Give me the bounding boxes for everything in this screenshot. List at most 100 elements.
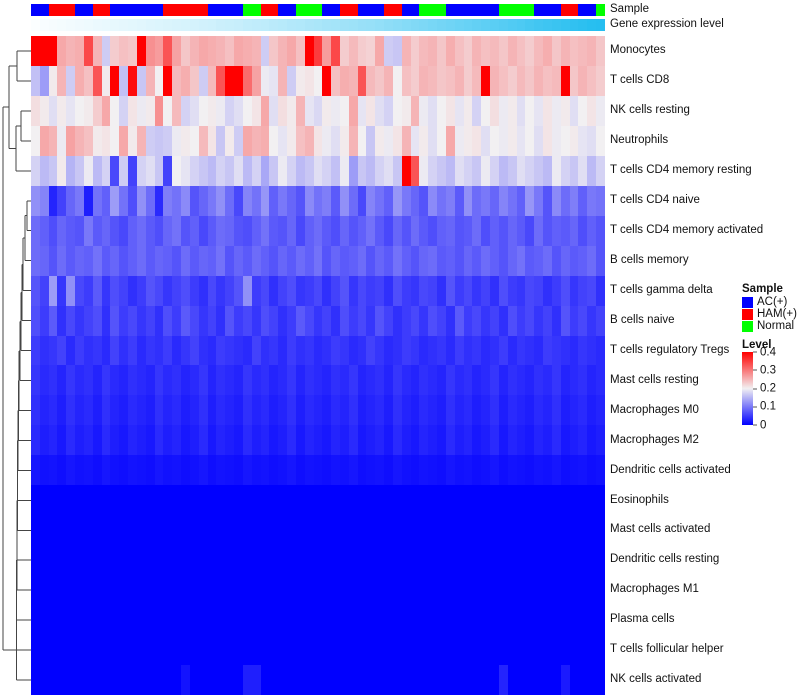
sample-annotation-cell xyxy=(163,4,173,16)
heatmap-cell xyxy=(481,515,491,546)
heatmap-cell xyxy=(410,65,420,96)
sample-annotation-cell xyxy=(119,4,129,16)
heatmap-cell xyxy=(119,335,129,366)
heatmap-cell xyxy=(419,155,429,186)
heatmap-cell xyxy=(525,275,535,306)
heatmap-cell xyxy=(242,335,252,366)
heatmap-cell xyxy=(375,455,385,486)
heatmap-cell xyxy=(551,665,561,695)
heatmap-cell xyxy=(454,305,464,336)
heatmap-cell xyxy=(128,305,137,336)
heatmap-cell xyxy=(110,36,120,66)
heatmap-cell xyxy=(375,485,385,516)
heatmap-cell xyxy=(516,425,526,456)
heatmap-cell xyxy=(331,605,340,636)
heatmap-cell xyxy=(154,36,164,66)
heatmap-cell xyxy=(83,185,93,216)
heatmap-cell xyxy=(57,215,67,246)
sample-annotation-cell xyxy=(242,4,252,16)
heatmap-row xyxy=(31,575,605,606)
heatmap-cell xyxy=(481,455,491,486)
heatmap-cell xyxy=(525,545,535,576)
heatmap-cell xyxy=(287,605,296,636)
heatmap-cell xyxy=(348,605,358,636)
heatmap-cell xyxy=(57,515,67,546)
heatmap-cell xyxy=(234,335,243,366)
heatmap-cell xyxy=(75,365,84,396)
heatmap-cell xyxy=(331,275,340,306)
heatmap-cell xyxy=(543,545,552,576)
heatmap-cell xyxy=(110,605,120,636)
heatmap-cell xyxy=(189,36,199,66)
heatmap-cell xyxy=(145,245,155,276)
heatmap-cell xyxy=(437,365,446,396)
heatmap-cell xyxy=(348,155,358,186)
heatmap-cell xyxy=(154,65,164,96)
heatmap-cell xyxy=(437,185,446,216)
heatmap-row xyxy=(31,515,605,546)
heatmap-row xyxy=(31,395,605,426)
heatmap-cell xyxy=(101,605,111,636)
heatmap-cell xyxy=(295,545,305,576)
heatmap-cell xyxy=(366,605,376,636)
heatmap-cell xyxy=(269,335,279,366)
heatmap-cell xyxy=(39,275,49,306)
heatmap-cell xyxy=(136,95,146,126)
heatmap-cell xyxy=(339,545,349,576)
heatmap-cell xyxy=(331,425,340,456)
heatmap-cell xyxy=(242,455,252,486)
heatmap-cell xyxy=(543,335,552,366)
heatmap-cell xyxy=(348,185,358,216)
heatmap-cell xyxy=(39,545,49,576)
heatmap-cell xyxy=(92,185,102,216)
heatmap-cell xyxy=(560,575,570,606)
heatmap-cell xyxy=(75,545,84,576)
heatmap-cell xyxy=(216,245,226,276)
heatmap-cell xyxy=(578,125,588,156)
heatmap-cell xyxy=(313,425,323,456)
heatmap-cell xyxy=(551,575,561,606)
sample-annotation-cell xyxy=(348,4,358,16)
heatmap-cell xyxy=(101,215,111,246)
heatmap-cell xyxy=(534,605,544,636)
heatmap-cell xyxy=(39,425,49,456)
heatmap-cell xyxy=(596,545,605,576)
heatmap-cell xyxy=(490,605,499,636)
heatmap-cell xyxy=(295,245,305,276)
heatmap-cell xyxy=(278,455,288,486)
gene-expression-cell xyxy=(596,19,605,31)
heatmap-cell xyxy=(39,185,49,216)
heatmap-cell xyxy=(110,125,120,156)
heatmap-cell xyxy=(278,395,288,426)
heatmap-cell xyxy=(31,515,40,546)
heatmap-cell xyxy=(401,155,411,186)
heatmap-cell xyxy=(419,305,429,336)
heatmap-cell xyxy=(410,455,420,486)
heatmap-cell xyxy=(543,365,552,396)
heatmap-cell xyxy=(348,425,358,456)
heatmap-cell xyxy=(392,485,402,516)
heatmap-cell xyxy=(463,425,473,456)
heatmap-cell xyxy=(57,245,67,276)
heatmap-cell xyxy=(569,485,579,516)
heatmap-cell xyxy=(198,425,208,456)
heatmap-cell xyxy=(198,36,208,66)
heatmap-cell xyxy=(163,335,173,366)
heatmap-cell xyxy=(136,305,146,336)
heatmap-cell xyxy=(304,395,314,426)
sample-annotation-cell xyxy=(39,4,49,16)
heatmap-cell xyxy=(110,275,120,306)
heatmap-cell xyxy=(551,335,561,366)
heatmap-cell xyxy=(92,215,102,246)
heatmap-cell xyxy=(251,215,261,246)
gene-expression-cell xyxy=(339,19,349,31)
row-label: Eosinophils xyxy=(610,493,669,506)
heatmap-cell xyxy=(481,605,491,636)
heatmap-cell xyxy=(172,275,182,306)
heatmap-cell xyxy=(92,125,102,156)
heatmap-cell xyxy=(83,275,93,306)
heatmap-cell xyxy=(357,605,367,636)
heatmap-cell xyxy=(83,365,93,396)
heatmap-cell xyxy=(357,185,367,216)
heatmap-cell xyxy=(75,575,84,606)
